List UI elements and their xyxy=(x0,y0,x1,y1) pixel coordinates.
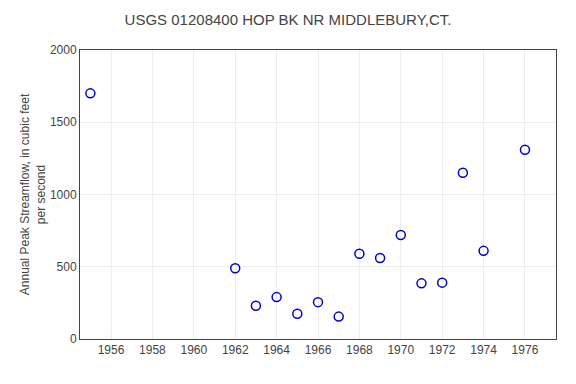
svg-text:1500: 1500 xyxy=(50,115,77,129)
svg-text:1962: 1962 xyxy=(222,343,249,357)
svg-text:1974: 1974 xyxy=(470,343,497,357)
svg-text:Annual Peak Streamflow, in cub: Annual Peak Streamflow, in cubic feetper… xyxy=(18,93,48,295)
svg-text:2000: 2000 xyxy=(50,43,77,57)
svg-text:1960: 1960 xyxy=(180,343,207,357)
svg-text:0: 0 xyxy=(70,332,77,346)
svg-text:1964: 1964 xyxy=(263,343,290,357)
svg-text:1956: 1956 xyxy=(98,343,125,357)
svg-text:1972: 1972 xyxy=(429,343,456,357)
svg-text:500: 500 xyxy=(57,260,77,274)
svg-text:1000: 1000 xyxy=(50,188,77,202)
svg-text:1968: 1968 xyxy=(346,343,373,357)
svg-text:USGS 01208400 HOP BK NR MIDDLE: USGS 01208400 HOP BK NR MIDDLEBURY,CT. xyxy=(125,11,452,28)
svg-text:1966: 1966 xyxy=(305,343,332,357)
svg-text:1976: 1976 xyxy=(512,343,539,357)
svg-text:1958: 1958 xyxy=(139,343,166,357)
svg-text:1970: 1970 xyxy=(387,343,414,357)
